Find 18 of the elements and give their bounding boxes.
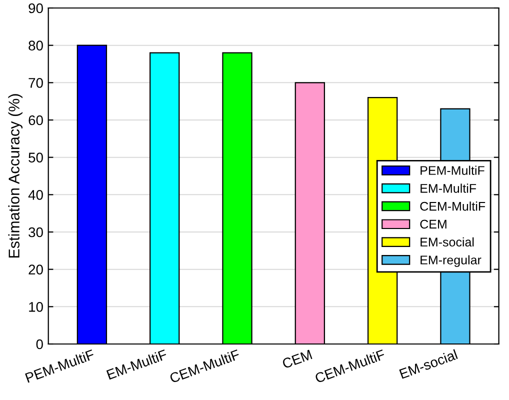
x-tick-label: CEM [282,350,312,369]
legend-label: PEM-MultiF [420,166,484,175]
y-tick-label: 70 [28,78,43,88]
y-tick-label: 10 [29,302,43,312]
legend-label: CEM-MultiF [420,202,486,211]
legend-label: CEM [420,220,446,229]
y-tick-label: 0 [36,339,43,350]
legend-label: EM-regular [420,255,482,267]
y-tick-label: 90 [28,3,43,14]
y-tick-label: 80 [28,40,43,51]
y-tick-label: 60 [28,115,43,126]
y-axis-title: Estimation Accuracy (%) [8,94,22,258]
legend-label: EM-MultiF [420,184,476,193]
y-tick-label: 50 [28,152,43,163]
legend-label: EM-social [420,237,474,247]
y-tick-label: 20 [28,264,43,275]
y-tick-label: 40 [28,190,43,200]
y-tick-label: 30 [28,227,43,238]
